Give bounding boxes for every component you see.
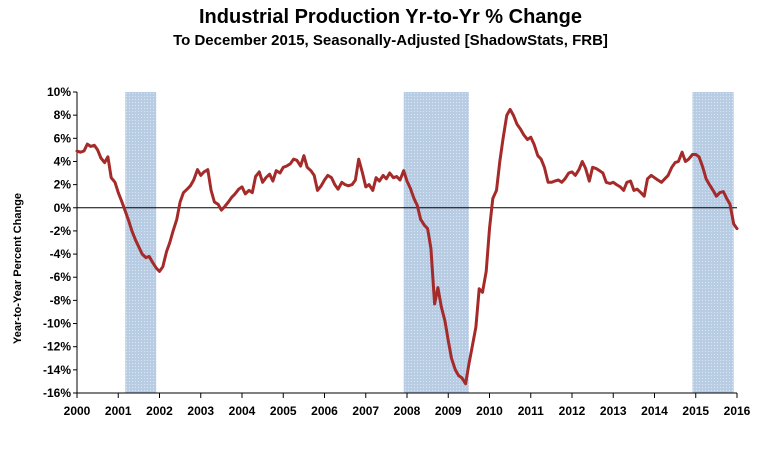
y-tick-label: -14% bbox=[43, 363, 71, 377]
x-tick-label: 2015 bbox=[682, 404, 709, 418]
x-tick-label: 2005 bbox=[270, 404, 297, 418]
y-tick-label: -6% bbox=[50, 270, 72, 284]
x-tick-label: 2014 bbox=[641, 404, 668, 418]
x-tick-label: 2010 bbox=[476, 404, 503, 418]
y-tick-label: -4% bbox=[50, 247, 72, 261]
x-tick-label: 2004 bbox=[229, 404, 256, 418]
y-tick-label: -2% bbox=[50, 224, 72, 238]
series-line-group bbox=[75, 107, 739, 386]
x-tick-label: 2002 bbox=[146, 404, 173, 418]
x-tick-label: 2016 bbox=[724, 404, 751, 418]
x-tick-label: 2009 bbox=[435, 404, 462, 418]
x-tick-label: 2000 bbox=[64, 404, 91, 418]
tick-labels: 10% 8% 6% 4% 2% 0% -2% -4% -6% -8% -10% -12% -14% -16… bbox=[43, 85, 751, 418]
x-tick-label: 2012 bbox=[559, 404, 586, 418]
x-tick-label: 2006 bbox=[311, 404, 338, 418]
x-tick-label: 2008 bbox=[394, 404, 421, 418]
x-tick-label: 2001 bbox=[105, 404, 132, 418]
y-tick-label: 2% bbox=[54, 178, 72, 192]
chart-subtitle: To December 2015, Seasonally-Adjusted [S… bbox=[173, 32, 608, 49]
axes bbox=[73, 91, 738, 398]
y-tick-label: -16% bbox=[43, 386, 71, 400]
recession-band-2 bbox=[403, 92, 469, 393]
y-tick-label: 4% bbox=[54, 154, 72, 168]
x-tick-label: 2003 bbox=[187, 404, 214, 418]
series-line-industrial-production bbox=[75, 107, 739, 386]
recession-band-1 bbox=[125, 92, 157, 393]
x-tick-label: 2013 bbox=[600, 404, 627, 418]
y-tick-label: -8% bbox=[50, 293, 72, 307]
x-tick-label: 2011 bbox=[518, 404, 544, 418]
chart-title: Industrial Production Yr-to-Yr % Change bbox=[199, 6, 582, 28]
y-tick-label: 0% bbox=[54, 201, 72, 215]
y-tick-label: 10% bbox=[47, 85, 71, 99]
recession-band-3 bbox=[692, 92, 734, 393]
recession-shading-group bbox=[125, 92, 734, 393]
x-tick-label: 2007 bbox=[352, 404, 379, 418]
y-tick-label: -12% bbox=[43, 340, 71, 354]
y-tick-label: -10% bbox=[43, 317, 71, 331]
y-tick-label: 8% bbox=[54, 108, 72, 122]
y-tick-label: 6% bbox=[54, 131, 72, 145]
